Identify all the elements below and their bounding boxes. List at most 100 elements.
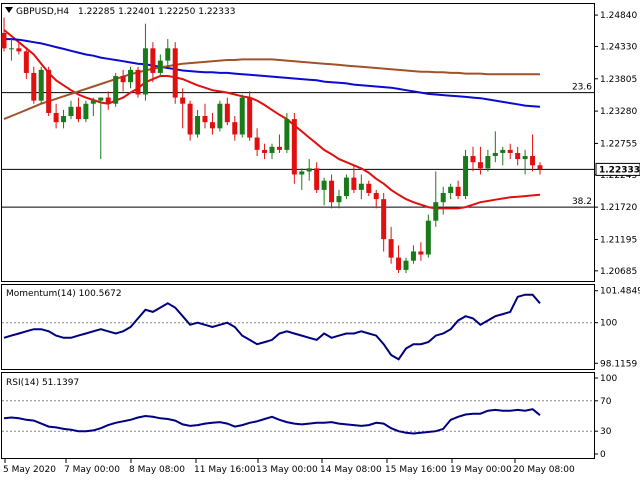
- candle-body: [262, 149, 268, 153]
- candle-body: [98, 97, 104, 101]
- current-price-tag: [595, 162, 640, 176]
- time-tick-label: 14 May 08:00: [320, 465, 382, 475]
- candle-body: [515, 152, 521, 160]
- candle-body: [217, 103, 223, 129]
- rsi-tick-label: 100: [600, 374, 617, 384]
- time-tick-label: 5 May 2020: [3, 465, 56, 475]
- candle-body: [477, 162, 483, 169]
- candle-body: [343, 177, 349, 197]
- candle-body: [46, 69, 52, 113]
- time-tick-label: 11 May 16:00: [194, 465, 256, 475]
- candle-body: [381, 199, 387, 240]
- candle-body: [492, 152, 498, 157]
- candle-body: [470, 156, 476, 163]
- candle-body: [187, 103, 193, 135]
- candle-body: [142, 48, 148, 95]
- candle-body: [75, 106, 81, 120]
- time-tick-label: 8 May 08:00: [129, 465, 185, 475]
- price-panel: [1, 3, 595, 282]
- current-price-label: 1.22333: [599, 165, 640, 175]
- candle-body: [291, 119, 297, 175]
- candle-body: [61, 116, 67, 123]
- candle-body: [150, 48, 156, 73]
- candle-body: [247, 97, 253, 138]
- momentum-line: [3, 293, 541, 361]
- ohlc-label: 1.22285 1.22401 1.22250 1.22333: [78, 7, 235, 17]
- rsi-layer: 100 70 30 0: [2, 374, 617, 460]
- candle-body: [351, 177, 357, 190]
- price-tick-label: 1.23280: [600, 107, 637, 117]
- candle-body: [403, 260, 409, 270]
- candle-body: [224, 103, 230, 123]
- candle-body: [410, 251, 416, 261]
- candle-body: [269, 146, 275, 153]
- momentum-tick-label: 98.1159: [600, 359, 637, 369]
- level-label: 23.6: [572, 83, 592, 93]
- candle-body: [90, 100, 96, 104]
- candle-body: [284, 119, 290, 150]
- time-tick-label: 19 May 00:00: [450, 465, 512, 475]
- time-tick-label: 20 May 08:00: [513, 465, 575, 475]
- candle-body: [314, 168, 320, 190]
- candle-body: [202, 116, 208, 123]
- price-tick-label: 1.24840: [600, 11, 637, 21]
- candle-body: [232, 122, 238, 135]
- candle-body: [120, 76, 126, 83]
- candle-body: [31, 72, 37, 101]
- candle-body: [440, 192, 446, 203]
- candle-body: [172, 48, 178, 98]
- price-tick-label: 1.22755: [600, 139, 637, 149]
- candle-body: [128, 69, 134, 83]
- candle-body: [448, 186, 454, 193]
- candle-body: [522, 156, 528, 160]
- candle-body: [373, 192, 379, 200]
- candle-body: [209, 122, 215, 129]
- axis-layer: 5 May 2020 7 May 00:00 8 May 08:00 11 May 1…: [3, 459, 575, 475]
- candle-body: [68, 106, 74, 117]
- price-tick-label: 1.21195: [600, 235, 637, 245]
- candle-body: [239, 97, 245, 135]
- candle-body: [299, 171, 305, 175]
- candle-body: [530, 156, 536, 166]
- momentum-tick-label: 101.4849: [600, 287, 640, 297]
- ma-mid-line: [4, 38, 541, 108]
- candle-body: [23, 51, 29, 73]
- candle-body: [485, 156, 491, 169]
- candle-body: [165, 48, 171, 61]
- candle-body: [38, 69, 44, 101]
- rsi-tick-label: 70: [600, 397, 612, 407]
- candle-body: [276, 146, 282, 150]
- momentum-panel: [1, 284, 595, 370]
- candle-body: [500, 149, 506, 153]
- candle-body: [463, 156, 469, 197]
- candle-body: [16, 48, 22, 52]
- candle-body: [537, 165, 543, 169]
- time-tick-label: 15 May 16:00: [385, 465, 447, 475]
- ma-slow-line: [3, 58, 540, 121]
- rsi-panel: [1, 372, 595, 459]
- candle-body: [1, 32, 7, 49]
- candle-body: [135, 69, 141, 95]
- candle-body: [254, 137, 260, 150]
- candle-body: [425, 220, 431, 255]
- candle-body: [366, 183, 372, 193]
- candle-body: [105, 97, 111, 104]
- time-tick-label: 13 May 00:00: [256, 465, 318, 475]
- candle-body: [53, 112, 59, 123]
- candle-body: [113, 76, 119, 104]
- rsi-title: RSI(14) 51.1397: [6, 378, 79, 388]
- symbol-label: GBPUSD,H4: [16, 7, 69, 17]
- candle-body: [336, 196, 342, 203]
- candle-body: [358, 183, 364, 190]
- price-layer: 23.6 38.2 1.24840 1.24330 1.23805 1.23280 1.22…: [1, 11, 640, 277]
- candle-body: [306, 168, 312, 172]
- header-triangle-icon: [5, 7, 13, 13]
- candle-body: [8, 48, 14, 50]
- momentum-layer: 101.4849 100 98.1159: [2, 287, 640, 369]
- candle-body: [83, 103, 89, 120]
- momentum-tick-label: 100: [600, 319, 617, 329]
- rsi-tick-label: 0: [600, 450, 606, 460]
- candle-body: [433, 202, 439, 221]
- rsi-line: [3, 408, 541, 435]
